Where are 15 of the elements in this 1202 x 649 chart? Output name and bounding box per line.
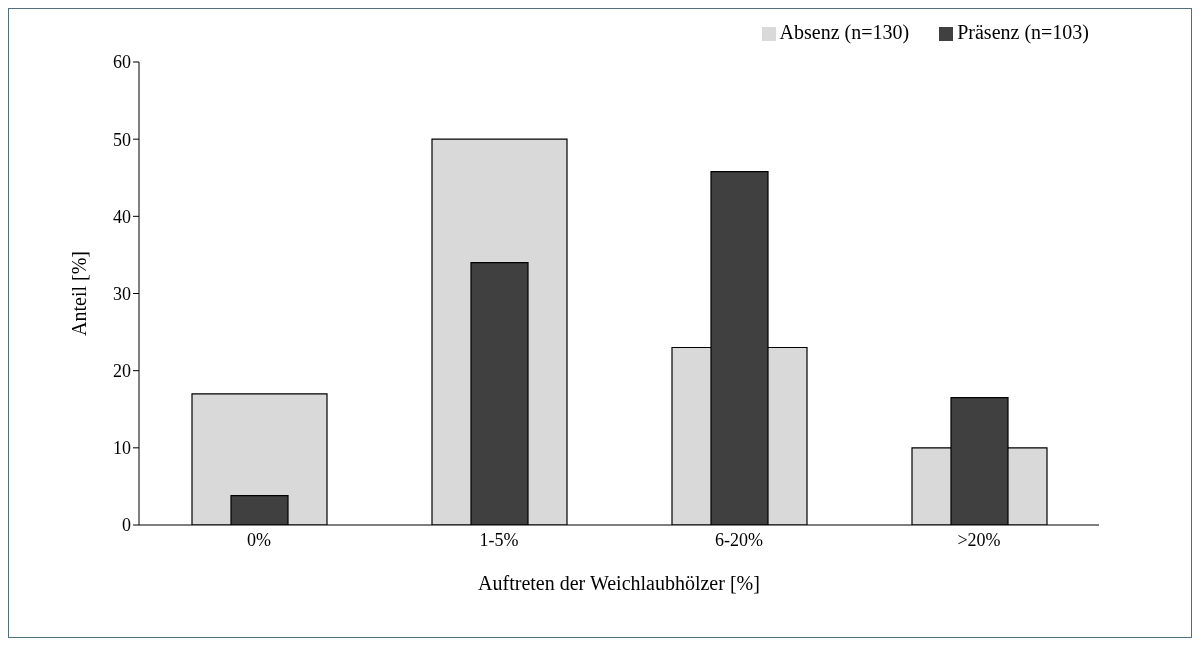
y-tick-label: 20 bbox=[113, 361, 131, 382]
x-axis-title: Auftreten der Weichlaubhölzer [%] bbox=[478, 572, 760, 594]
y-tick-label: 60 bbox=[113, 52, 131, 73]
y-tick-label: 10 bbox=[113, 438, 131, 459]
x-tick-label: 0% bbox=[247, 529, 271, 550]
y-tick-label: 0 bbox=[122, 515, 131, 536]
y-tick-label: 40 bbox=[113, 206, 131, 227]
y-tick-label: 30 bbox=[113, 283, 131, 304]
y-tick-label: 50 bbox=[113, 129, 131, 150]
legend-label: Präsenz (n=103) bbox=[957, 21, 1089, 43]
x-tick-label: 6-20% bbox=[715, 529, 763, 550]
x-tick-label: 1-5% bbox=[479, 529, 519, 550]
y-axis-title: Anteil [%] bbox=[68, 251, 91, 336]
legend-label: Absenz (n=130) bbox=[779, 21, 910, 43]
x-tick-label: >20% bbox=[957, 529, 1001, 550]
